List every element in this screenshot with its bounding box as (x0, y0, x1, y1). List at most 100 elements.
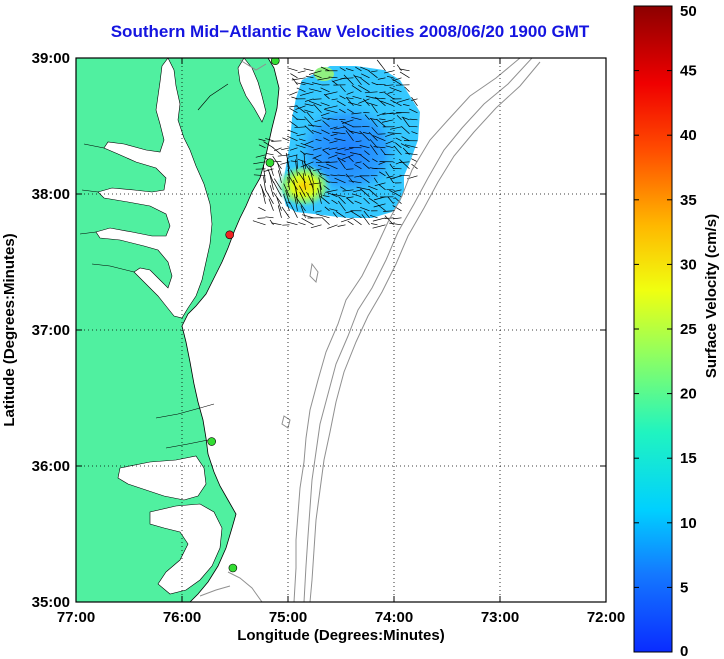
velocity-vector (295, 159, 298, 176)
velocity-vector (394, 189, 402, 192)
velocity-vector (346, 168, 354, 170)
velocity-vector (295, 144, 306, 149)
velocity-vector (305, 75, 314, 79)
velocity-vector (409, 108, 418, 114)
velocity-vector (296, 133, 306, 137)
velocity-vector (323, 185, 330, 191)
velocity-vector (290, 169, 298, 183)
velocity-vector (261, 186, 266, 204)
velocity-vector (293, 193, 298, 211)
velocity-vector (353, 218, 362, 226)
velocity-vector (353, 189, 362, 193)
velocity-vector (304, 98, 314, 102)
velocity-vector (353, 74, 362, 86)
velocity-vector (267, 168, 274, 183)
velocity-vector (296, 87, 306, 93)
velocity-vector (316, 213, 330, 219)
velocity-vector (268, 198, 274, 211)
colorbar-tick-label: 0 (680, 643, 688, 659)
velocity-vector (325, 91, 338, 95)
velocity-vector (300, 150, 306, 156)
velocity-vector (411, 96, 418, 107)
colorbar-label: Surface Velocity (cm/s) (703, 214, 720, 378)
velocity-vector (390, 99, 402, 107)
velocity-vector (389, 112, 402, 115)
y-axis-label: Latitude (Degrees:Minutes) (1, 233, 18, 426)
velocity-vector (374, 182, 386, 187)
velocity-vector (404, 86, 410, 93)
velocity-vector (380, 148, 386, 156)
station-marker-active (228, 563, 238, 573)
station-markers (207, 58, 280, 573)
velocity-vector (308, 100, 322, 107)
velocity-vector (327, 192, 338, 198)
velocity-vector (368, 197, 378, 205)
velocity-vector (286, 159, 290, 176)
velocity-vector (351, 116, 362, 121)
velocity-vector (264, 189, 274, 204)
velocity-vector (394, 197, 402, 205)
x-tick-label: 74:00 (375, 609, 413, 626)
velocity-vector (335, 152, 346, 156)
x-tick-label: 76:00 (163, 609, 201, 626)
velocity-vector (334, 138, 346, 142)
velocity-vector (337, 224, 346, 227)
velocity-vector (393, 145, 402, 156)
velocity-vector (308, 165, 314, 170)
velocity-vector (329, 208, 338, 212)
velocity-vector (321, 117, 330, 121)
velocity-vector (289, 201, 298, 218)
velocity-vector (320, 173, 330, 177)
velocity-vector (384, 217, 394, 219)
velocity-vector (399, 68, 410, 72)
velocity-vector (304, 116, 314, 128)
velocity-vector (303, 161, 314, 176)
velocity-vector (384, 84, 394, 87)
velocity-vector (255, 154, 266, 158)
velocity-vector (404, 144, 418, 149)
velocity-vector (298, 185, 306, 197)
velocity-vector (370, 144, 378, 156)
chesapeake-bay (95, 58, 213, 319)
velocity-vector (322, 120, 330, 128)
velocity-vector (317, 187, 322, 204)
velocity-vector (312, 82, 322, 86)
velocity-vector (324, 105, 338, 110)
velocity-vector (262, 165, 266, 183)
velocity-vector (353, 75, 362, 79)
velocity-vector (295, 105, 306, 114)
velocity-vector (265, 152, 274, 156)
velocity-vector (291, 96, 298, 100)
x-tick-label: 75:00 (269, 609, 307, 626)
velocity-vector (358, 84, 370, 93)
velocity-vector (313, 168, 322, 172)
velocity-vector (287, 129, 298, 135)
colorbar (633, 5, 673, 653)
colorbar-tick-label: 10 (680, 515, 697, 532)
velocity-vector (318, 177, 322, 190)
map-title: Southern Mid−Atlantic Raw Velocities 200… (110, 22, 590, 41)
velocity-vector (258, 138, 266, 142)
velocity-vector (352, 193, 362, 198)
velocity-vector (348, 180, 362, 184)
velocity-vector (327, 117, 338, 121)
velocity-vector (386, 75, 394, 79)
velocity-vector (387, 132, 402, 135)
velocity-vector (369, 139, 378, 149)
velocity-vector (373, 177, 378, 183)
velocity-vector (252, 220, 266, 226)
velocity-vector (329, 140, 338, 144)
velocity-vector (325, 161, 338, 163)
velocity-hotspot (276, 164, 332, 208)
y-axis-ticks: 39:00 38:00 37:00 36:00 35:00 (32, 50, 606, 611)
velocity-vector (324, 206, 330, 212)
velocity-vector (371, 104, 378, 114)
velocity-vector (341, 154, 354, 160)
albemarle-sound (117, 455, 207, 501)
velocity-vector (395, 161, 402, 165)
velocity-vector (300, 161, 314, 168)
velocity-vector (272, 147, 282, 156)
velocity-vector (300, 91, 314, 96)
colorbar-tick-label: 40 (680, 127, 697, 144)
velocity-vector (328, 147, 338, 150)
